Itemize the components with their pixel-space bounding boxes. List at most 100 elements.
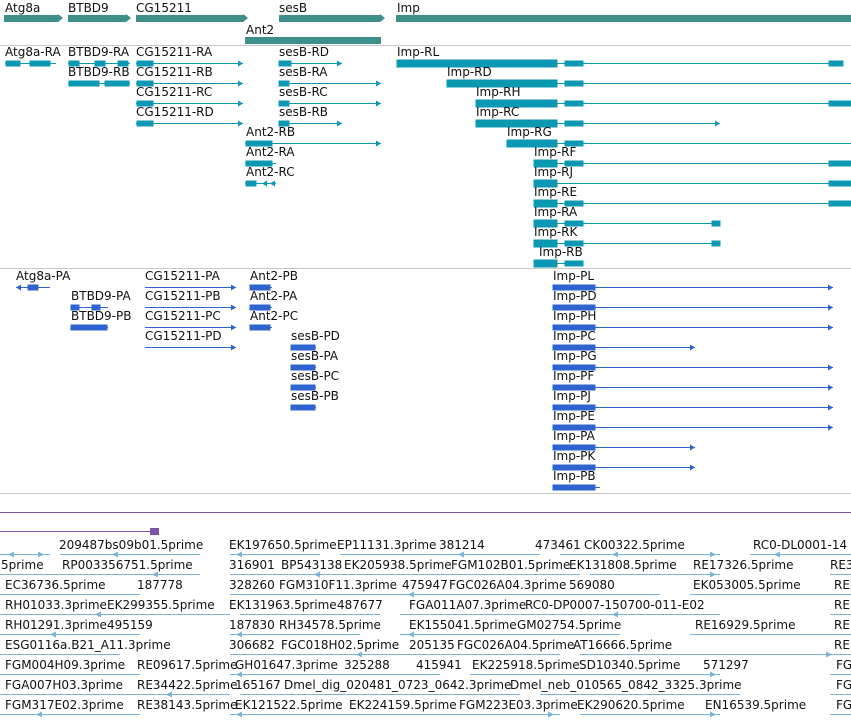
est-label[interactable]: 187778	[137, 578, 183, 592]
est-label[interactable]: FGM004H09.3prime	[5, 658, 126, 672]
protein-label[interactable]: Imp-PL	[553, 269, 595, 283]
protein-label[interactable]: BTBD9-PB	[71, 309, 132, 323]
est-label[interactable]: EK205938.5prime	[344, 558, 452, 572]
gene-label-atg8a[interactable]: Atg8a	[5, 1, 41, 15]
est-label[interactable]: 415941	[416, 658, 462, 672]
est-label[interactable]: RE	[834, 598, 850, 612]
transcript-label[interactable]: Imp-RE	[534, 185, 578, 199]
transcript-label[interactable]: CG15211-RB	[136, 65, 213, 79]
est-label[interactable]: EK131808.5prime	[569, 558, 677, 572]
feature-marker[interactable]	[150, 528, 159, 535]
transcript-label[interactable]: CG15211-RA	[136, 45, 213, 59]
est-label[interactable]: RE38143.5prime	[137, 698, 238, 712]
est-label[interactable]: RH01033.3prime	[5, 598, 107, 612]
est-label[interactable]: EK053005.5prime	[693, 578, 801, 592]
transcript-label[interactable]: Imp-RJ	[534, 165, 574, 179]
est-label[interactable]: 187830	[229, 618, 275, 632]
protein-label[interactable]: Imp-PC	[553, 329, 596, 343]
transcript-label[interactable]: Imp-RK	[534, 225, 578, 239]
transcript-label[interactable]: Imp-RL	[397, 45, 440, 59]
est-label[interactable]: 475947	[402, 578, 448, 592]
est-label[interactable]: 569080	[569, 578, 615, 592]
est-label[interactable]: RE	[834, 618, 850, 632]
transcript-label[interactable]: Imp-RC	[476, 105, 520, 119]
protein-label[interactable]: CG15211-PA	[145, 269, 220, 283]
est-label[interactable]: FG	[836, 658, 851, 672]
transcript-label[interactable]: Ant2-RB	[246, 125, 296, 139]
est-label[interactable]: 209487bs09b01.5prime	[59, 538, 204, 552]
protein-label[interactable]: sesB-PD	[291, 329, 340, 343]
gene-bar-sesb[interactable]	[279, 14, 385, 22]
protein-label[interactable]: Ant2-PB	[250, 269, 298, 283]
est-label[interactable]: FGM317E02.3prime	[5, 698, 124, 712]
gene-label-btbd9[interactable]: BTBD9	[68, 1, 109, 15]
est-label[interactable]: RE	[834, 638, 850, 652]
protein-label[interactable]: CG15211-PB	[145, 289, 221, 303]
protein-label[interactable]: Imp-PJ	[553, 389, 591, 403]
protein-label[interactable]: BTBD9-PA	[71, 289, 131, 303]
protein-label[interactable]: Ant2-PA	[250, 289, 298, 303]
transcript-label[interactable]: Ant2-RA	[246, 145, 295, 159]
est-label[interactable]: EC36736.5prime	[5, 578, 106, 592]
transcript-label[interactable]: CG15211-RC	[136, 85, 213, 99]
est-label[interactable]: 165167	[235, 678, 281, 692]
est-label[interactable]: CK00322.5prime	[584, 538, 685, 552]
transcript-label[interactable]: Imp-RB	[539, 245, 583, 259]
est-label[interactable]: EK225918.5prime	[472, 658, 580, 672]
est-label[interactable]: FGA011A07.3prime	[409, 598, 527, 612]
est-label[interactable]: RE09617.5prime	[137, 658, 238, 672]
est-label[interactable]: RP003356751.5prime	[62, 558, 193, 572]
est-label[interactable]: 495159	[107, 618, 153, 632]
est-label[interactable]: RE3	[830, 558, 851, 572]
protein-label[interactable]: Imp-PH	[553, 309, 597, 323]
est-label[interactable]: RH01291.3prime	[5, 618, 107, 632]
est-label[interactable]: RC0-DL0001-14	[753, 538, 848, 552]
est-label[interactable]: 328260	[229, 578, 275, 592]
est-label[interactable]: 325288	[344, 658, 390, 672]
gene-label-sesb[interactable]: sesB	[279, 1, 308, 15]
est-label[interactable]: 473461	[535, 538, 581, 552]
gene-bar-atg8a[interactable]	[4, 14, 63, 22]
est-label[interactable]: RE17326.5prime	[693, 558, 794, 572]
est-label[interactable]: EK197650.5prime	[229, 538, 337, 552]
protein-label[interactable]: Imp-PF	[553, 369, 595, 383]
transcript-label[interactable]: Imp-RF	[534, 145, 577, 159]
protein-label[interactable]: Ant2-PC	[250, 309, 299, 323]
est-label[interactable]: Dmel_dig_020481_0723_0642.3prime	[284, 678, 512, 692]
est-label[interactable]: FGA007H03.3prime	[5, 678, 124, 692]
est-label[interactable]: SD10340.5prime	[579, 658, 681, 672]
protein-label[interactable]: CG15211-PD	[145, 329, 222, 343]
transcript-label[interactable]: Imp-RH	[476, 85, 521, 99]
transcript-label[interactable]: sesB-RC	[279, 85, 328, 99]
gene-label-ant2[interactable]: Ant2	[246, 23, 275, 37]
protein-label[interactable]: CG15211-PC	[145, 309, 221, 323]
est-label[interactable]: FGC026A04.3prime	[449, 578, 567, 592]
est-label[interactable]: EK299355.5prime	[107, 598, 215, 612]
transcript-label[interactable]: Imp-RG	[507, 125, 552, 139]
protein-label[interactable]: Imp-PB	[553, 469, 596, 483]
est-label[interactable]: GH01647.3prime	[235, 658, 338, 672]
transcript-label[interactable]: Ant2-RC	[246, 165, 295, 179]
est-label[interactable]: EP11131.3prime	[337, 538, 437, 552]
est-label[interactable]: AT16666.5prime	[573, 638, 673, 652]
est-label[interactable]: RE34422.5prime	[137, 678, 238, 692]
protein-label[interactable]: Atg8a-PA	[16, 269, 71, 283]
transcript-label[interactable]: Atg8a-RA	[5, 45, 61, 59]
protein-label[interactable]: sesB-PB	[291, 389, 339, 403]
est-label[interactable]: RC0-DP0007-150700-011-E02	[525, 598, 705, 612]
est-label[interactable]: FG	[836, 678, 851, 692]
est-label[interactable]: 306682	[229, 638, 275, 652]
est-label[interactable]: ESG0116a.B21_A11.3prime	[5, 638, 171, 652]
transcript-label[interactable]: BTBD9-RA	[68, 45, 130, 59]
gene-label-imp[interactable]: Imp	[397, 1, 420, 15]
est-label[interactable]: FG	[836, 698, 851, 712]
transcript-label[interactable]: sesB-RA	[279, 65, 328, 79]
est-label[interactable]: Dmel_neb_010565_0842_3325.3prime	[510, 678, 742, 692]
transcript-label[interactable]: Imp-RD	[447, 65, 492, 79]
est-label[interactable]: 487677	[337, 598, 383, 612]
est-label[interactable]: EK290620.5prime	[577, 698, 685, 712]
est-label[interactable]: FGM223E03.3prime	[459, 698, 578, 712]
gene-bar-ant2[interactable]	[245, 37, 381, 44]
protein-label[interactable]: Imp-PK	[553, 449, 596, 463]
est-label[interactable]: FGM102B01.5prime	[451, 558, 571, 572]
